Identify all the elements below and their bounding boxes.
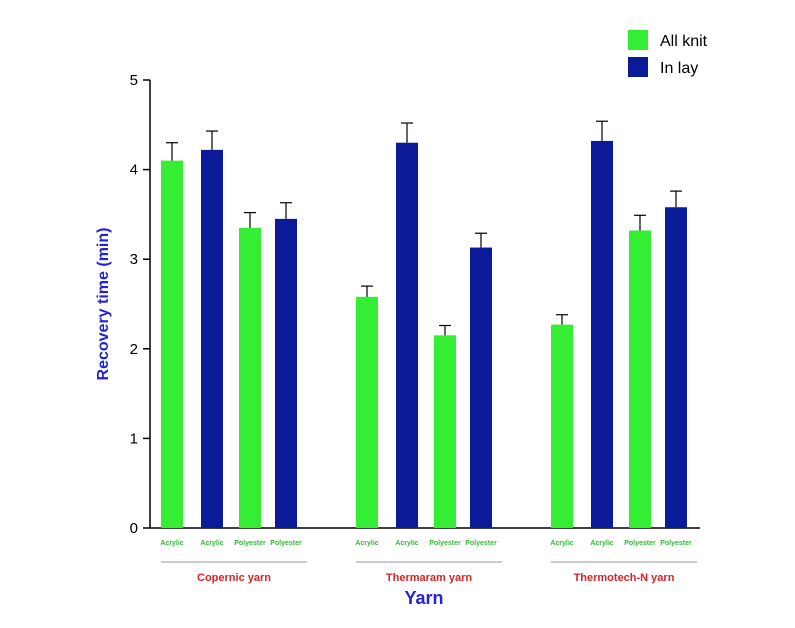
y-tick-label: 0	[130, 520, 138, 537]
y-tick-label: 5	[130, 72, 138, 89]
group-labels: Copernic yarn Thermaram yarn Thermotech-N …	[161, 561, 697, 584]
group-label: Thermaram yarn	[386, 572, 472, 584]
legend-swatch-in-lay	[628, 57, 648, 77]
bar	[201, 149, 223, 528]
bar	[434, 335, 456, 528]
y-axis-title: Recovery time (min)	[95, 228, 112, 381]
category-label: Acrylic	[590, 540, 613, 547]
category-label: Acrylic	[355, 540, 378, 547]
group-label: Copernic yarn	[197, 572, 271, 584]
category-label: Polyester	[624, 540, 656, 547]
category-label: Polyester	[429, 540, 461, 547]
x-axis-title: Yarn	[404, 588, 443, 608]
legend-label-all-knit: All knit	[660, 33, 708, 50]
category-labels: Acrylic Acrylic Polyester Polyester Acrylic A…	[160, 540, 692, 547]
category-label: Acrylic	[395, 540, 418, 547]
bar	[161, 160, 183, 528]
legend-swatch-all-knit	[628, 30, 648, 50]
bars	[161, 140, 687, 529]
category-label: Polyester	[234, 540, 266, 547]
bar	[470, 247, 492, 528]
category-label: Polyester	[660, 540, 692, 547]
bar	[275, 218, 297, 528]
legend: All knit In lay	[628, 30, 708, 77]
bar	[356, 296, 378, 528]
y-tick-label: 1	[130, 430, 138, 447]
bar	[629, 230, 651, 528]
error-bars	[166, 120, 682, 336]
y-tick-label: 2	[130, 341, 138, 358]
bar	[396, 142, 418, 528]
category-label: Acrylic	[160, 540, 183, 547]
bar	[239, 227, 261, 528]
group-label: Thermotech-N yarn	[574, 572, 675, 584]
bar	[665, 207, 687, 528]
category-label: Acrylic	[200, 540, 223, 547]
category-label: Polyester	[270, 540, 302, 547]
category-label: Polyester	[465, 540, 497, 547]
bar	[591, 140, 613, 529]
y-tick-label: 3	[130, 251, 138, 268]
y-tick-label: 4	[130, 162, 138, 179]
legend-label-in-lay: In lay	[660, 60, 698, 77]
category-label: Acrylic	[550, 540, 573, 547]
bar	[551, 324, 573, 528]
